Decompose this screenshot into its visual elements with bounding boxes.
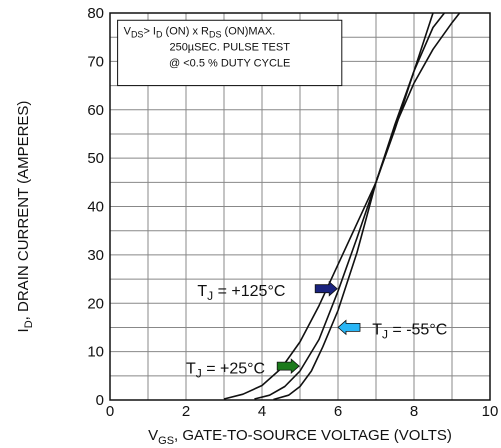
- y-tick-label: 10: [87, 344, 104, 361]
- y-title-rest: , DRAIN CURRENT (AMPERES): [15, 101, 32, 321]
- x-title-sub: GS: [158, 435, 174, 447]
- note-id: > I: [143, 25, 156, 37]
- curve-labels: TJ = +125°C TJ = +25°C TJ = -55°C: [186, 280, 447, 380]
- plot-frame: [109, 12, 491, 401]
- x-axis-ticks: 0 2 4 6 8 10: [106, 403, 499, 420]
- x-tick-label: 0: [106, 403, 114, 420]
- y-tick-label: 50: [87, 150, 104, 167]
- test-condition-line-2: 250µSEC. PULSE TEST: [169, 41, 290, 53]
- y-axis-title: ID, DRAIN CURRENT (AMPERES): [15, 101, 35, 333]
- test-condition-line-1: VDS> ID (ON) x RDS (ON)MAX.: [124, 25, 276, 39]
- y-tick-label: 40: [87, 199, 104, 216]
- y-title-sub: D: [23, 320, 35, 328]
- y-tick-label: 0: [96, 392, 104, 409]
- note-id-sub: D: [156, 29, 163, 39]
- series-label-1: TJ = +25°C: [186, 360, 265, 380]
- x-tick-label: 6: [334, 403, 342, 420]
- note-vds-sub: DS: [131, 29, 144, 39]
- y-tick-label: 30: [87, 247, 104, 264]
- test-conditions-box: VDS> ID (ON) x RDS (ON)MAX. 250µSEC. PUL…: [117, 19, 343, 87]
- test-conditions-frame: [117, 19, 343, 87]
- series-arrow-1: [276, 358, 300, 374]
- series-label-2: TJ = -55°C: [372, 322, 447, 342]
- test-condition-line-3: @ <0.5 % DUTY CYCLE: [169, 57, 290, 69]
- y-axis-ticks: 0 10 20 30 40 50 60 70 80: [87, 5, 104, 409]
- note-vds: V: [124, 25, 132, 37]
- x-axis-title: VGS, GATE-TO-SOURCE VOLTAGE (VOLTS): [148, 427, 452, 447]
- y-tick-label: 20: [87, 295, 104, 312]
- series-arrow-0: [314, 280, 338, 297]
- y-tick-label: 80: [87, 5, 104, 22]
- series-line-1: [254, 12, 446, 400]
- note-rds-sub: DS: [209, 29, 222, 39]
- y-tick-label: 70: [87, 53, 104, 70]
- series-label-0: TJ = +125°C: [197, 283, 285, 303]
- note-max: (ON)MAX.: [221, 25, 275, 37]
- note-rds: (ON) x R: [163, 25, 209, 37]
- y-title-prefix: I: [15, 328, 32, 332]
- series-line-2: [273, 12, 461, 401]
- x-title-rest: , GATE-TO-SOURCE VOLTAGE (VOLTS): [174, 427, 452, 444]
- x-tick-label: 4: [258, 403, 266, 420]
- x-title-prefix: V: [148, 427, 158, 444]
- series-arrow-2: [337, 319, 361, 336]
- y-tick-label: 60: [87, 102, 104, 119]
- x-tick-label: 2: [182, 403, 190, 420]
- x-tick-label: 8: [410, 403, 418, 420]
- x-tick-label: 10: [482, 403, 499, 420]
